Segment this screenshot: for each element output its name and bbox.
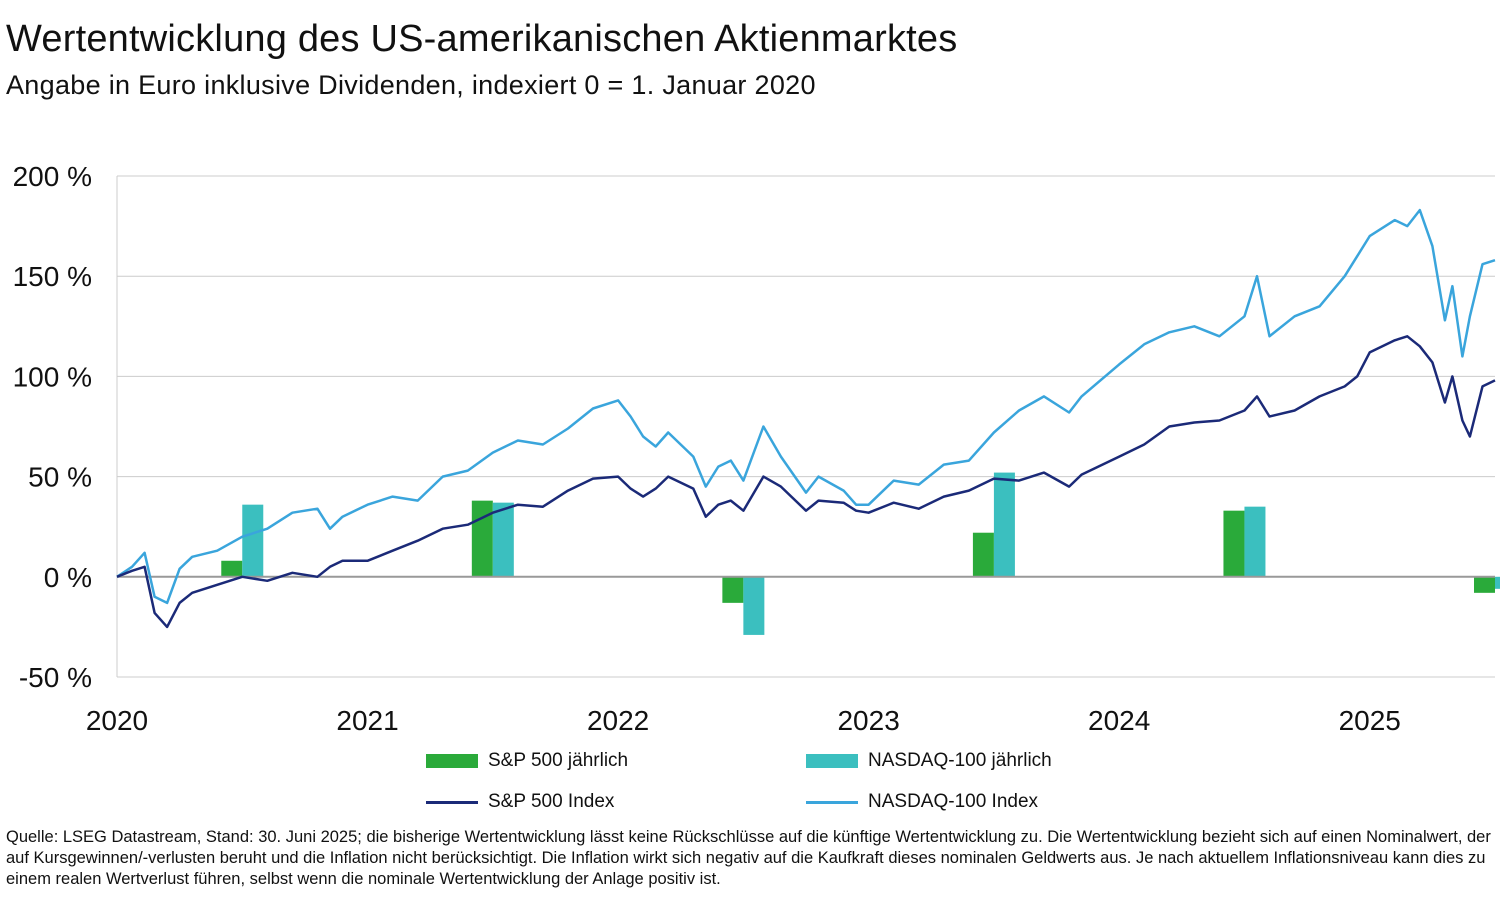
bar-nasdaq-2021: [492, 502, 514, 577]
bar-nasdaq-2025: [1495, 576, 1500, 589]
bar-nasdaq-2024: [1244, 506, 1266, 577]
chart-title: Wertentwicklung des US-amerikanischen Ak…: [6, 18, 958, 60]
legend-item-sp-bar: S&P 500 jährlich: [426, 750, 628, 772]
gridlines: [116, 175, 1495, 678]
y-tick-label: 150 %: [13, 261, 92, 292]
y-tick-label: 200 %: [13, 161, 92, 192]
series-lines: [116, 208, 1496, 629]
x-tick-label: 2021: [336, 705, 398, 736]
bar-sp-2024: [1223, 510, 1245, 577]
y-tick-label: 50 %: [28, 462, 92, 493]
x-tick-label: 2023: [837, 705, 899, 736]
legend-swatch-sp-line: [426, 800, 478, 804]
line-sp500: [116, 335, 1496, 629]
bar-sp-2021: [471, 500, 493, 577]
legend-item-nasdaq-line: NASDAQ-100 Index: [806, 791, 1038, 813]
x-tick-label: 2020: [86, 705, 148, 736]
chart-subtitle: Angabe in Euro inklusive Dividenden, ind…: [6, 70, 816, 100]
legend-label-sp-line: S&P 500 Index: [488, 791, 615, 812]
y-tick-label: -50 %: [19, 662, 92, 693]
x-axis: 2020 2021 2022 2023 2024 2025: [86, 705, 1401, 736]
legend-swatch-nasdaq-bar: [806, 754, 858, 768]
line-nasdaq100: [116, 208, 1496, 605]
x-tick-label: 2025: [1339, 705, 1401, 736]
legend-item-nasdaq-bar: NASDAQ-100 jährlich: [806, 750, 1052, 772]
bar-sp-2022: [722, 576, 744, 603]
legend-label-nasdaq-bar: NASDAQ-100 jährlich: [868, 750, 1052, 771]
legend-label-nasdaq-line: NASDAQ-100 Index: [868, 791, 1039, 812]
legend-item-sp-line: S&P 500 Index: [426, 791, 614, 813]
bar-sp-2025: [1474, 576, 1495, 593]
legend-swatch-sp-bar: [426, 754, 478, 768]
x-tick-label: 2024: [1088, 705, 1150, 736]
x-tick-label: 2022: [587, 705, 649, 736]
y-tick-label: 100 %: [13, 361, 92, 392]
legend-swatch-nasdaq-line: [806, 800, 858, 804]
bar-nasdaq-2023: [993, 472, 1015, 577]
bar-nasdaq-2022: [743, 576, 765, 635]
legend-label-sp-bar: S&P 500 jährlich: [488, 750, 629, 771]
y-axis-ticks: -50 % 0 % 50 % 100 % 150 % 200 %: [13, 161, 92, 693]
y-tick-label: 0 %: [44, 562, 92, 593]
bar-sp-2020: [221, 560, 243, 577]
bar-sp-2023: [972, 532, 994, 577]
bars: [221, 472, 1500, 635]
source-note: Quelle: LSEG Datastream, Stand: 30. Juni…: [6, 828, 1491, 888]
bar-nasdaq-2020: [242, 504, 264, 577]
